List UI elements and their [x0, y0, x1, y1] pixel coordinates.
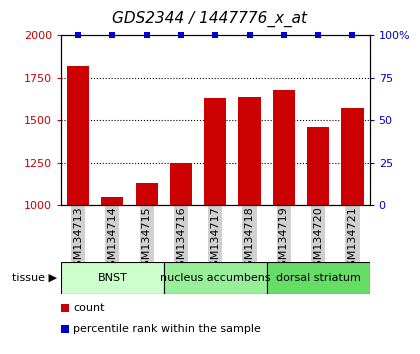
Bar	[204, 98, 226, 205]
Bar	[267, 262, 370, 294]
Bar	[341, 108, 364, 205]
Text: GDS2344 / 1447776_x_at: GDS2344 / 1447776_x_at	[113, 11, 307, 27]
Text: count: count	[73, 303, 105, 313]
Bar	[136, 183, 158, 205]
Text: dorsal striatum: dorsal striatum	[276, 273, 361, 283]
Bar	[170, 163, 192, 205]
Text: tissue ▶: tissue ▶	[12, 273, 57, 283]
Bar	[101, 197, 123, 205]
Bar	[164, 262, 267, 294]
Bar	[67, 66, 89, 205]
Text: BNST: BNST	[97, 273, 127, 283]
Bar	[273, 90, 295, 205]
Bar	[61, 262, 164, 294]
Bar	[307, 127, 329, 205]
Text: nucleus accumbens: nucleus accumbens	[160, 273, 270, 283]
Text: percentile rank within the sample: percentile rank within the sample	[73, 324, 261, 334]
Bar	[239, 97, 261, 205]
